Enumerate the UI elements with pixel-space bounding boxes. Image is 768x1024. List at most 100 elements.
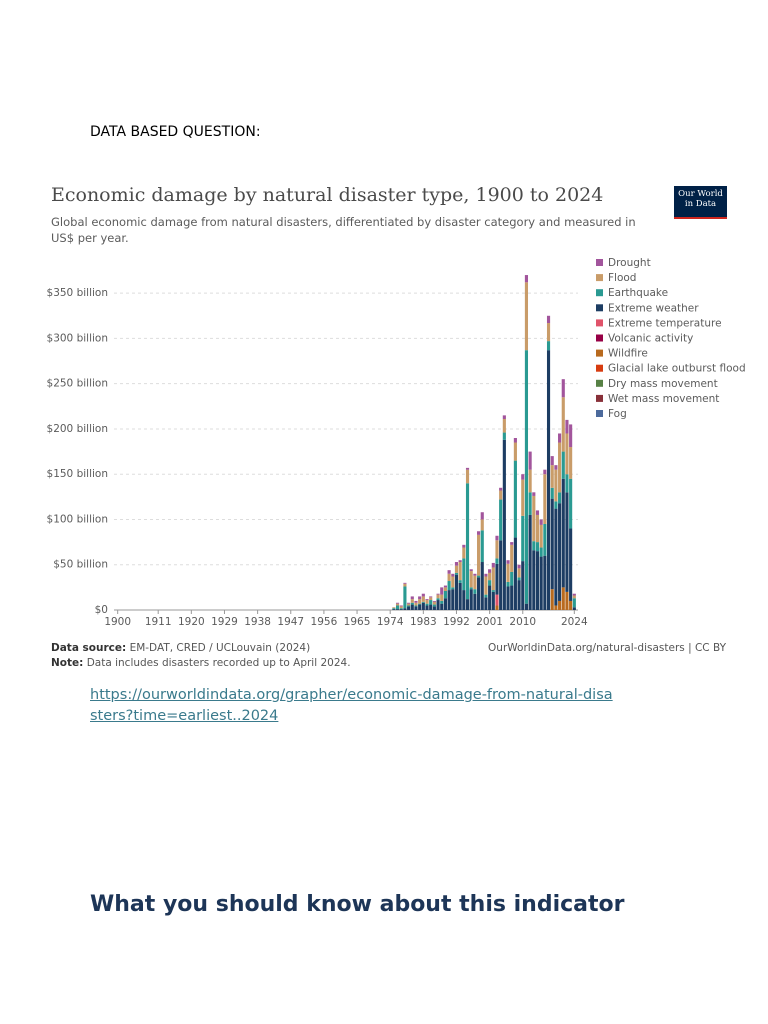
bar-segment: [429, 596, 433, 598]
bar-segment: [432, 601, 436, 605]
bar-segment: [517, 577, 521, 581]
y-tick-label: $150 billion: [47, 468, 108, 480]
source: Data source: EM-DAT, CRED / UCLouvain (2…: [51, 642, 310, 654]
bar-segment: [491, 590, 495, 592]
bar-segment: [499, 499, 503, 541]
bar-segment: [558, 442, 562, 493]
bar-segment: [517, 564, 521, 569]
bar-segment: [458, 580, 462, 583]
logo-line: in Data: [684, 199, 717, 209]
bar-segment: [554, 508, 558, 606]
bar-segment: [510, 585, 514, 610]
legend-swatch: [596, 394, 603, 402]
bar-segment: [550, 498, 554, 590]
bar-segment: [392, 607, 396, 609]
y-tick-label: $200 billion: [47, 423, 108, 435]
bar-segment: [521, 561, 525, 610]
bar-segment: [436, 593, 440, 595]
legend-swatch: [596, 349, 603, 357]
bar-segment: [395, 605, 400, 610]
legend-label: Flood: [608, 272, 636, 284]
bar-segment: [488, 569, 492, 573]
bar-segment: [458, 562, 462, 581]
credit[interactable]: OurWorldinData.org/natural-disasters | C…: [488, 642, 726, 654]
link[interactable]: https://ourworldindata.org/grapher/econo…: [90, 687, 613, 724]
bar-segment: [565, 492, 569, 592]
x-tick-label: 1929: [211, 616, 238, 628]
legend-label: Glacial lake outburst flood: [608, 363, 746, 375]
bar-segment: [465, 483, 470, 600]
bar-segment: [524, 282, 529, 351]
bar-segment: [554, 469, 558, 502]
bar-segment: [458, 560, 462, 563]
bar-segment: [495, 558, 499, 564]
bar-segment: [440, 587, 444, 595]
bar-segment: [403, 586, 407, 609]
bar-segment: [473, 573, 477, 576]
bar-segment: [517, 568, 521, 578]
bar-segment: [407, 603, 411, 606]
x-tick-label: 1947: [277, 616, 304, 628]
bar-segment: [539, 524, 543, 548]
source-label: Data source:: [51, 642, 127, 654]
bar-segment: [429, 600, 433, 605]
x-tick-label: 1938: [244, 616, 271, 628]
bar-segment: [535, 542, 540, 552]
bar-segment: [414, 602, 418, 606]
bar-segment: [451, 587, 455, 590]
bar-segment: [491, 562, 495, 568]
legend-swatch: [596, 274, 603, 282]
bar-segment: [554, 501, 558, 509]
bar-segment: [550, 487, 554, 499]
bar-segment: [477, 575, 481, 578]
bar-segment: [425, 603, 429, 606]
y-tick-label: $250 billion: [47, 378, 108, 390]
bar-segment: [521, 515, 525, 562]
legend-label: Fog: [608, 408, 627, 420]
bar-segment: [443, 598, 447, 610]
bar-segment: [432, 606, 436, 610]
legend-swatch: [596, 410, 603, 417]
bar-segment: [403, 583, 407, 587]
bar-segment: [447, 581, 451, 591]
legend-label: Dry mass movement: [608, 378, 718, 390]
bar-segment: [469, 587, 473, 590]
bar-segment: [447, 573, 451, 582]
bar-segment: [410, 604, 414, 610]
bar-segment: [510, 571, 514, 586]
bar-segment: [454, 562, 459, 566]
bar-segment: [550, 465, 554, 488]
x-tick-label: 1974: [377, 616, 404, 628]
bar-segment: [395, 603, 400, 606]
legend-swatch: [596, 379, 603, 387]
bar-segment: [480, 530, 484, 563]
bar-segment: [440, 594, 444, 601]
bar-segment: [521, 474, 525, 480]
bar-segment: [546, 315, 551, 324]
bar-segment: [436, 598, 440, 601]
bar-segment: [499, 490, 503, 500]
bar-segment: [535, 514, 540, 543]
bar-segment: [451, 576, 455, 588]
bar-segment: [443, 590, 447, 599]
bar-segment: [484, 594, 488, 598]
chart-title: Economic damage by natural disaster type…: [51, 184, 604, 206]
bar-segment: [524, 350, 529, 604]
bar-segment: [462, 544, 466, 548]
bar-segment: [477, 534, 481, 576]
bar-segment: [425, 600, 429, 604]
logo[interactable]: Our World in Data: [674, 186, 727, 219]
bar-segment: [484, 576, 488, 595]
bar-segment: [543, 474, 547, 524]
bar-segment: [524, 603, 529, 610]
bar-segment: [440, 603, 444, 610]
bar-segment: [403, 582, 407, 584]
y-tick-label: $50 billion: [53, 559, 108, 571]
bar-segment: [465, 469, 470, 484]
legend-swatch: [596, 319, 603, 327]
bar-segment: [458, 582, 462, 610]
x-tick-label: 1920: [178, 616, 205, 628]
bar-segment: [421, 596, 425, 602]
y-tick-label: $0: [95, 604, 108, 616]
